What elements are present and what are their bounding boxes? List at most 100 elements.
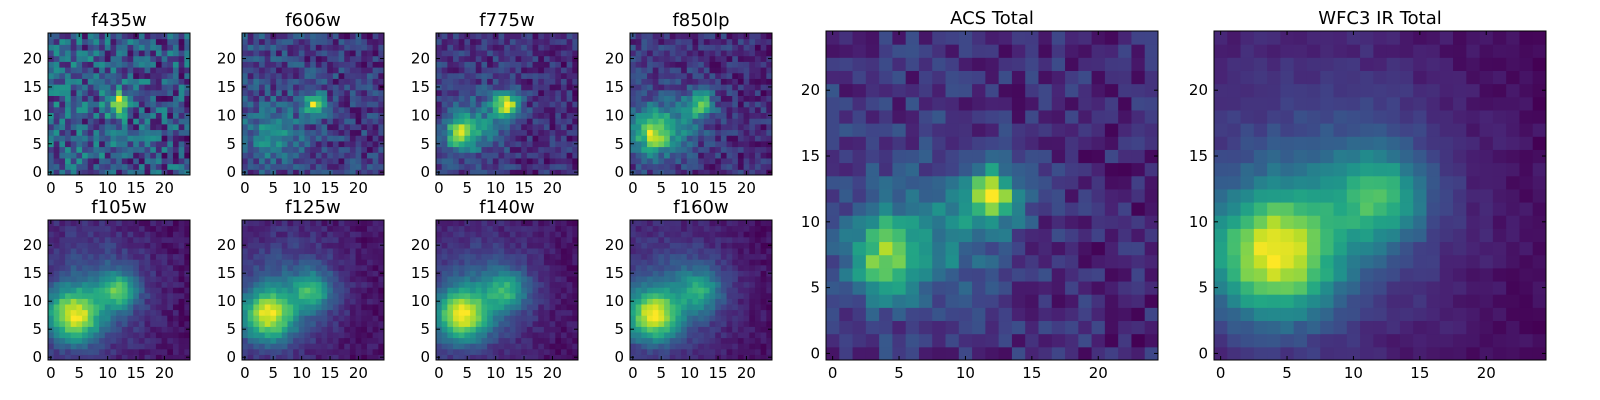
heatmap-cell	[355, 106, 362, 114]
heatmap-cell	[355, 146, 362, 153]
heatmap-cell	[509, 320, 517, 327]
heatmap-cell	[726, 55, 733, 62]
heatmap-cell	[760, 169, 767, 176]
heatmap-cell	[104, 61, 111, 68]
heatmap-cell	[515, 231, 522, 238]
heatmap-cell	[270, 44, 277, 51]
heatmap-cell	[692, 298, 699, 305]
heatmap-cell	[481, 236, 488, 243]
heatmap-cell	[669, 298, 676, 305]
heatmap-cell	[259, 276, 266, 283]
heatmap-cell	[53, 304, 60, 311]
heatmap-cell	[355, 309, 362, 316]
heatmap-cell	[538, 292, 545, 299]
heatmap-cell	[566, 264, 573, 271]
heatmap-cell	[298, 292, 305, 299]
heatmap-cell	[355, 67, 362, 74]
heatmap-cell	[560, 118, 568, 125]
heatmap-cell	[127, 89, 134, 96]
heatmap-cell	[321, 348, 328, 355]
heatmap-cell	[87, 332, 94, 339]
heatmap-cell	[116, 33, 123, 40]
heatmap-cell	[349, 89, 357, 96]
heatmap-cell	[304, 146, 311, 153]
heatmap-cell	[121, 315, 129, 322]
heatmap-cell	[487, 146, 494, 153]
heatmap-cell	[172, 67, 180, 74]
heatmap-cell	[715, 337, 722, 344]
heatmap-cell	[82, 163, 89, 170]
heatmap-cell	[338, 326, 345, 333]
heatmap-cell	[361, 298, 368, 305]
heatmap-cell	[59, 50, 66, 57]
heatmap-cell	[161, 50, 168, 57]
heatmap-cell	[453, 89, 460, 96]
heatmap-cell	[281, 61, 288, 68]
heatmap-cell	[298, 259, 305, 266]
heatmap-cell	[526, 281, 534, 288]
heatmap-cell	[749, 157, 756, 165]
heatmap-cell	[247, 157, 254, 165]
heatmap-cell	[372, 337, 379, 344]
heatmap-cell	[287, 61, 294, 68]
heatmap-cell	[327, 264, 334, 271]
heatmap-cell	[270, 118, 277, 125]
heatmap-cell	[709, 287, 716, 294]
heatmap-cell	[167, 44, 174, 51]
heatmap-cell	[355, 315, 362, 322]
heatmap-cell	[259, 135, 266, 142]
heatmap-cell	[53, 320, 60, 327]
heatmap-cell	[635, 326, 642, 333]
heatmap-cell	[110, 264, 117, 271]
heatmap-cell	[669, 118, 676, 125]
heatmap-cell	[521, 84, 528, 91]
heatmap-cell	[287, 84, 294, 91]
heatmap-cell	[715, 44, 722, 51]
heatmap-cell	[686, 343, 693, 350]
heatmap-cell	[155, 264, 163, 271]
heatmap-cell	[372, 84, 379, 91]
heatmap-cell	[532, 84, 539, 91]
heatmap-cell	[155, 152, 163, 159]
heatmap-cell	[253, 326, 260, 333]
heatmap-cell	[754, 163, 762, 170]
heatmap-cell	[635, 78, 642, 85]
heatmap-cell	[703, 292, 711, 299]
heatmap-cell	[715, 72, 722, 79]
heatmap-cell	[349, 123, 357, 131]
heatmap-cell	[178, 236, 185, 243]
heatmap-cell	[104, 348, 111, 355]
heatmap-cell	[76, 101, 83, 108]
heatmap-cell	[760, 50, 767, 57]
heatmap-cell	[532, 292, 539, 299]
heatmap-cell	[155, 287, 163, 294]
heatmap-cell	[310, 44, 317, 51]
heatmap-cell	[760, 72, 767, 79]
heatmap-cell	[526, 123, 534, 131]
heatmap-cell	[749, 298, 756, 305]
heatmap-cell	[99, 343, 106, 350]
heatmap-cell	[133, 320, 140, 327]
heatmap-cell	[87, 304, 94, 311]
heatmap-cell	[754, 157, 762, 165]
heatmap-cell	[458, 123, 465, 131]
heatmap-cell	[76, 106, 83, 114]
heatmap-cell	[703, 135, 711, 142]
heatmap-cell	[293, 152, 300, 159]
heatmap-cell	[178, 253, 185, 260]
heatmap-cell	[167, 89, 174, 96]
heatmap-cell	[327, 231, 334, 238]
heatmap-cell	[669, 169, 676, 176]
heatmap-cell	[686, 67, 693, 74]
heatmap-cell	[172, 326, 180, 333]
heatmap-cell	[487, 276, 494, 283]
heatmap-cell	[315, 253, 323, 260]
heatmap-cell	[110, 106, 117, 114]
heatmap-cell	[458, 332, 465, 339]
heatmap-cell	[698, 270, 705, 277]
heatmap-cell	[70, 231, 77, 238]
heatmap-cell	[178, 354, 185, 361]
heatmap-cell	[566, 248, 573, 255]
heatmap-cell	[543, 276, 551, 283]
heatmap-cell	[515, 135, 522, 142]
